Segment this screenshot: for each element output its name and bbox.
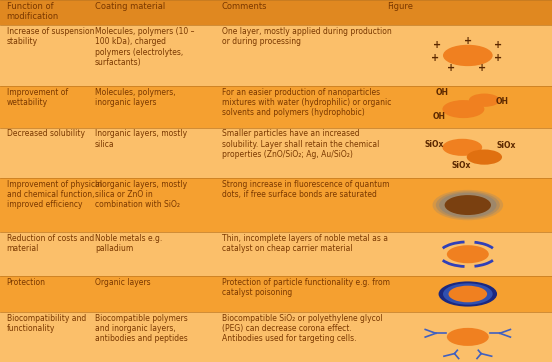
Text: Improvement of
wettability: Improvement of wettability (7, 88, 68, 107)
Bar (0, 25, 552, 86)
Text: Figure: Figure (388, 2, 413, 11)
Text: Decreased solubility: Decreased solubility (7, 130, 84, 138)
Text: Protection of particle functionality e.g. from
catalyst poisoning: Protection of particle functionality e.g… (222, 278, 390, 298)
Ellipse shape (439, 193, 496, 218)
Bar (0, 86, 552, 128)
Text: Coating material: Coating material (95, 2, 165, 11)
Text: Biocompatible polymers
and inorganic layers,
antibodies and peptides: Biocompatible polymers and inorganic lay… (95, 313, 188, 344)
Ellipse shape (443, 45, 492, 66)
Bar (0, 232, 552, 276)
Text: Biocompatibility and
functionality: Biocompatibility and functionality (7, 313, 86, 333)
Text: Thin, incomplete layers of noble metal as a
catalyst on cheap carrier material: Thin, incomplete layers of noble metal a… (222, 234, 388, 253)
Text: Reduction of costs and
material: Reduction of costs and material (7, 234, 94, 253)
Ellipse shape (444, 195, 491, 215)
Text: Function of
modification: Function of modification (7, 2, 59, 21)
Text: OH: OH (433, 112, 446, 121)
Bar (0, 128, 552, 178)
Bar (0, 312, 552, 362)
Ellipse shape (442, 139, 482, 156)
Bar (0, 178, 552, 232)
Text: For an easier production of nanoparticles
mixtures with water (hydrophilic) or o: For an easier production of nanoparticle… (222, 88, 391, 117)
Text: +: + (431, 53, 439, 63)
Text: Molecules, polymers,
inorganic layers: Molecules, polymers, inorganic layers (95, 88, 176, 107)
Ellipse shape (438, 281, 497, 307)
Text: Noble metals e.g.
palladium: Noble metals e.g. palladium (95, 234, 162, 253)
Text: Biocompatible SiO₂ or polyethylene glycol
(PEG) can decrease corona effect.
Anti: Biocompatible SiO₂ or polyethylene glyco… (222, 313, 383, 344)
Ellipse shape (447, 245, 489, 263)
Ellipse shape (466, 150, 502, 165)
Text: SiOx: SiOx (424, 140, 444, 149)
Text: Inorganic layers, mostly
silica: Inorganic layers, mostly silica (95, 130, 187, 149)
Text: Organic layers: Organic layers (95, 278, 151, 287)
Text: Inorganic layers, mostly
silica or ZnO in
combination with SiO₂: Inorganic layers, mostly silica or ZnO i… (95, 180, 187, 210)
Text: Improvement of physical
and chemical function,
improved efficiency: Improvement of physical and chemical fun… (7, 180, 102, 210)
Text: +: + (494, 53, 502, 63)
Text: +: + (477, 63, 486, 73)
Text: +: + (464, 36, 472, 46)
Text: Smaller particles have an increased
solubility. Layer shall retain the chemical
: Smaller particles have an increased solu… (222, 130, 379, 159)
Text: Increase of suspension
stability: Increase of suspension stability (7, 27, 94, 46)
Ellipse shape (448, 286, 487, 302)
Bar (0, 0, 552, 25)
Text: One layer, mostly applied during production
or during processing: One layer, mostly applied during product… (222, 27, 392, 46)
Text: Comments: Comments (222, 2, 267, 11)
Text: Strong increase in fluorescence of quantum
dots, if free surface bonds are satur: Strong increase in fluorescence of quant… (222, 180, 389, 199)
Text: Protection: Protection (7, 278, 46, 287)
Ellipse shape (433, 190, 503, 220)
Ellipse shape (469, 93, 500, 107)
Bar (0, 276, 552, 312)
Text: OH: OH (496, 97, 508, 106)
Text: OH: OH (436, 88, 449, 97)
Text: +: + (494, 40, 502, 50)
Ellipse shape (447, 328, 489, 346)
Text: SiOx: SiOx (451, 161, 471, 170)
Text: SiOx: SiOx (497, 141, 516, 150)
Ellipse shape (442, 100, 485, 118)
Text: +: + (447, 63, 455, 73)
Ellipse shape (443, 283, 492, 305)
Text: +: + (433, 40, 442, 50)
Text: Molecules, polymers (10 –
100 kDa), charged
polymers (electrolytes,
surfactants): Molecules, polymers (10 – 100 kDa), char… (95, 27, 194, 67)
Ellipse shape (436, 191, 500, 219)
